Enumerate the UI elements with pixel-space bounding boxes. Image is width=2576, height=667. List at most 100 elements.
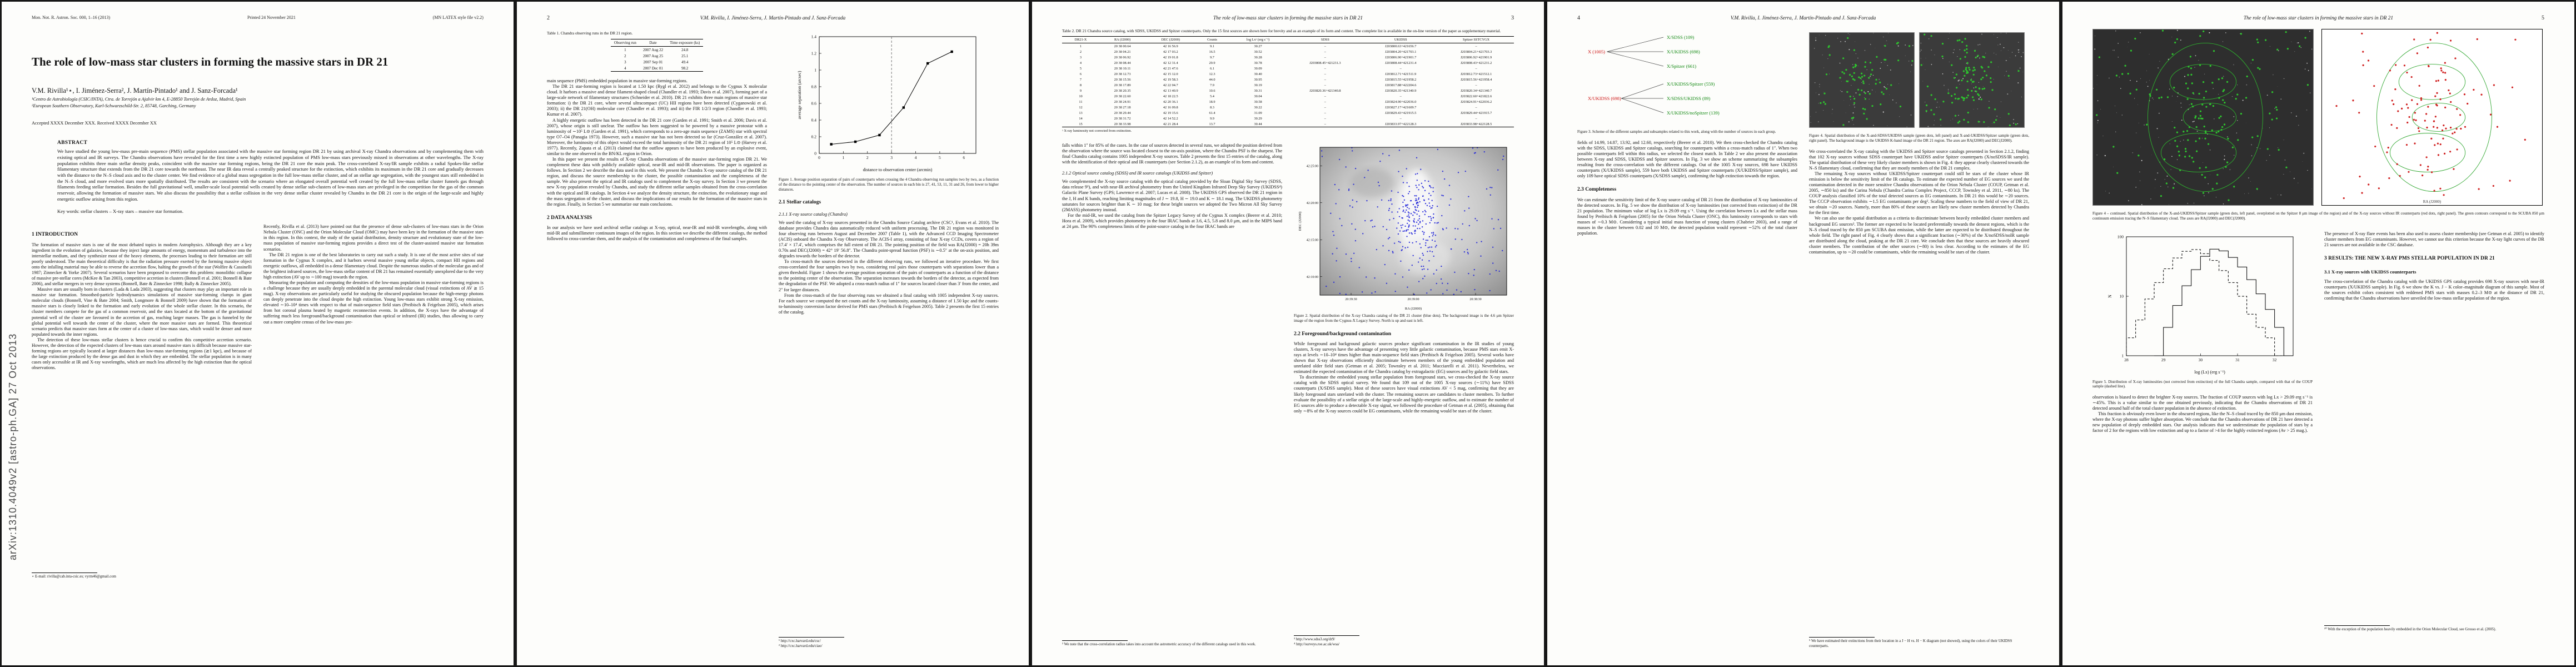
svg-text:0: 0 [814, 151, 816, 156]
table-cell: 1 [1079, 44, 1082, 48]
footnote-rule [1294, 635, 1359, 636]
column-left: falls within 1″ for 85% of the cases. In… [1062, 143, 1282, 648]
table-cell: 13.7 [1209, 122, 1215, 126]
table-cell: 31.09 [1254, 111, 1262, 115]
table-cell: 7.9 [1210, 83, 1214, 87]
page-1: arXiv:1310.4049v2 [astro-ph.GA] 27 Oct 2… [2, 2, 514, 665]
table-row: 12 20 38 27.18 42 16 09.8 8.3 30.22 – J203827.… [1062, 104, 1514, 110]
page-5-body: The role of low-mass star clusters in fo… [2062, 2, 2574, 665]
table-cell: J203806.92+421901.9 [1460, 55, 1492, 59]
svg-text:2: 2 [866, 155, 869, 160]
table-cell: 4 [624, 66, 626, 71]
column-header: Spitzer SSTCYGX [1463, 38, 1490, 42]
footnote: ¹⁰ With the exception of the population … [2324, 627, 2497, 631]
svg-text:1.2: 1.2 [811, 51, 817, 56]
table-cell: 20 38 00.64 [1114, 44, 1131, 48]
table-cell: – [1475, 105, 1477, 109]
paragraph: The DR 21 star-forming region is located… [547, 84, 767, 117]
svg-text:20:39:00: 20:39:00 [1407, 298, 1419, 301]
footnotes: ⋆ E-mail: rivilla@cab.inta-csic.es; vyrm… [32, 571, 252, 580]
table-row: 13 20 38 29.44 42 19 15.6 61.4 31.09 – J203829… [1062, 110, 1514, 116]
table-row: 10 20 38 22.60 42 18 22.5 5.4 30.04 – – J203822… [1062, 93, 1514, 99]
page-1-body: Mon. Not. R. Astron. Soc. 000, 1–16 (201… [2, 2, 514, 665]
table-cell: J203808.43+421231.2 [1460, 61, 1492, 65]
page-2: 2 V.M. Rivilla, I. Jiménez-Serra, J. Mar… [517, 2, 1029, 665]
table-cell: 15 [1079, 122, 1083, 126]
table-cell: 7 [1079, 77, 1082, 82]
table-cell: J203815.56+421958.4 [1460, 77, 1492, 82]
table-cell: 42 17 03.2 [1163, 49, 1178, 54]
figure-4-panel-b [1919, 32, 2025, 131]
figure-5-caption: Figure 5. Distribution of X-ray luminosi… [2092, 379, 2313, 389]
table-cell: – [1324, 44, 1326, 48]
table-cell: – [1324, 72, 1326, 76]
column-right: Figure 4. Spatial distribution of the X-… [1809, 31, 2029, 649]
table-cell: 20 38 12.73 [1114, 72, 1131, 76]
paragraph: The remaining X-ray sources without UKID… [1809, 171, 2029, 216]
figure-2: 20:39:30 20:39:00 20:38:30 42:10:00 42:15:00… [1294, 143, 1514, 311]
table-cell: 20 38 10.11 [1114, 66, 1131, 71]
table-cell: 6.1 [1210, 66, 1214, 71]
table-cell: 16.5 [1209, 49, 1215, 54]
table-cell: J203800.63+421656.7 [1385, 44, 1417, 48]
paragraph: We complemented the X-ray source catalog… [1062, 179, 1282, 212]
table-cell: J203808.44+421231.4 [1385, 61, 1417, 65]
table-cell: 42 12 31.4 [1163, 61, 1178, 65]
paragraph: The cross-correlation of the Chandra cat… [2324, 279, 2544, 301]
table-row: 6 20 38 12.73 42 15 12.0 12.3 30.40 – J203812.… [1062, 71, 1514, 77]
column-header: Date [649, 41, 657, 45]
table-row: 4 2007 Dec 01 98.2 [611, 65, 704, 72]
table-cell: 2 [624, 53, 626, 58]
table-cell: – [1324, 99, 1326, 104]
table-cell: – [1324, 49, 1326, 54]
table-cell: 20 38 08.44 [1114, 61, 1131, 65]
journal-header: Mon. Not. R. Astron. Soc. 000, 1–16 (201… [32, 15, 484, 20]
footnote: ² http://cxc.harvard.edu/ciao/ [779, 644, 823, 649]
svg-text:1: 1 [814, 68, 816, 73]
page-4: 4 V.M. Rivilla, I. Jiménez-Serra, J. Mar… [1547, 2, 2059, 665]
column-header: SDSS [1321, 38, 1329, 42]
table-cell: 20 38 24.91 [1114, 99, 1131, 104]
table-2-footnote: ᵃ X-ray luminosity not corrected from ex… [1062, 129, 1132, 133]
table-cell: J203808.45+421231.3 [1309, 61, 1341, 65]
footnote: ¹ http://cxc.harvard.edu/csc/ [779, 639, 821, 644]
svg-text:42:10:00: 42:10:00 [1307, 276, 1318, 279]
paragraph: Measuring the population and computing t… [263, 280, 484, 325]
table-row: 11 20 38 24.91 42 20 36.1 18.9 30.58 – J203824… [1062, 99, 1514, 104]
paragraph: The presence of X-ray flare events has b… [2324, 231, 2544, 247]
table-2-caption: Table 2. DR 21 Chandra source catalog, w… [1062, 29, 1501, 33]
section-heading-contamination: 2.2 Foreground/background contamination [1294, 331, 1391, 337]
paragraph: We used the catalog of X-ray sources pre… [779, 220, 999, 259]
two-column-layout: Table 1. Chandra observing runs in the D… [547, 31, 999, 649]
svg-text:0: 0 [818, 155, 820, 160]
running-head: The role of low-mass star clusters in fo… [1062, 15, 1514, 21]
svg-text:X/UKIDSS/Spitzer (559): X/UKIDSS/Spitzer (559) [1667, 81, 1715, 87]
table-cell: 2007 Aug 22 [642, 47, 664, 52]
table-cell: – [1399, 94, 1402, 98]
table-cell: 2007 Dec 01 [643, 66, 663, 71]
table-cell: 20 38 15.56 [1114, 77, 1131, 82]
section-heading-introduction: 1 INTRODUCTION [32, 232, 78, 238]
table-cell: 4 [1079, 61, 1082, 65]
affiliation-1: ¹Centro de Astrobiología (CSIC/INTA), Ct… [32, 97, 246, 102]
svg-text:RA (J2000): RA (J2000) [1405, 307, 1422, 311]
abstract-text: We have studied the young low-mass pre-m… [57, 148, 484, 202]
table-cell: 42 18 22.5 [1163, 94, 1178, 98]
table-row: 3 20 38 06.92 42 19 01.8 9.7 30.28 – J203806.9… [1062, 54, 1514, 60]
table-cell: 24.8 [681, 47, 689, 52]
footnote-rule [1062, 640, 1128, 641]
running-head-authors: V.M. Rivilla, I. Jiménez-Serra, J. Martí… [1730, 16, 1876, 21]
svg-text:20:39:30: 20:39:30 [1345, 298, 1357, 301]
table-cell: – [1324, 111, 1326, 115]
table-cell: 30.19 [1254, 83, 1262, 87]
paragraph: A highly energetic outflow has been dete… [547, 117, 767, 157]
journal-reference: Mon. Not. R. Astron. Soc. 000, 1–16 (201… [32, 15, 111, 20]
table-cell: 20 38 33.98 [1114, 122, 1131, 126]
figure-4-panel-a-svg [1809, 32, 1915, 128]
table-cell: 13 [1079, 111, 1083, 115]
table-cell: J203824.90+422036.0 [1385, 99, 1417, 104]
footnote-email: ⋆ E-mail: rivilla@cab.inta-csic.es; vyrm… [32, 575, 116, 579]
table-cell: J203833.98+422128.5 [1460, 122, 1492, 126]
paragraph: main sequence (PMS) embedded population … [547, 78, 687, 83]
svg-text:42:15:00: 42:15:00 [1307, 238, 1318, 242]
